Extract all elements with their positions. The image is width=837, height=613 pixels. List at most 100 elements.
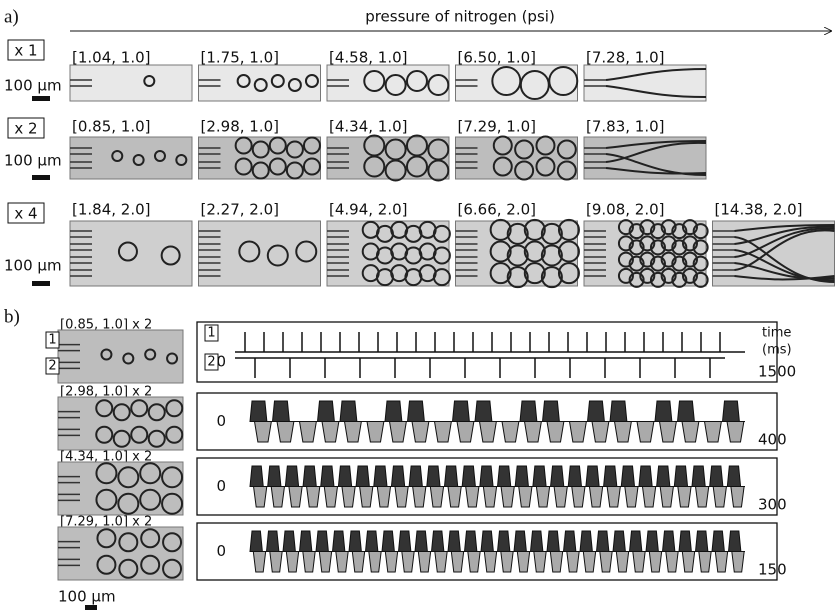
- pulse-down: [592, 422, 609, 443]
- pulse-up: [385, 401, 402, 422]
- pulse-down: [699, 552, 711, 573]
- zero-label: 0: [216, 542, 226, 560]
- micrograph: [199, 221, 321, 286]
- pulse-down: [660, 487, 673, 508]
- channel-label: 1: [207, 326, 215, 341]
- condition-label: [7.29, 1.0]: [458, 118, 537, 136]
- pulse-down: [547, 422, 564, 443]
- pulse-down: [352, 552, 364, 573]
- pulse-up: [338, 466, 351, 487]
- micrograph: [456, 220, 579, 287]
- pulse-down: [583, 552, 595, 573]
- pulse-down: [466, 487, 479, 508]
- pulse-up: [696, 531, 708, 552]
- pulse-up: [729, 531, 741, 552]
- condition-label: [0.85, 1.0]: [72, 118, 151, 136]
- pulse-up: [657, 466, 670, 487]
- axis-label: pressure of nitrogen (psi): [365, 8, 555, 26]
- pulse-down: [385, 552, 397, 573]
- pulse-down: [360, 487, 373, 508]
- scale-bar: [32, 175, 50, 180]
- pulse-up: [462, 466, 475, 487]
- time-span: 300: [758, 496, 787, 514]
- time-unit: (ms): [762, 343, 792, 358]
- pulse-down: [402, 552, 414, 573]
- pulse-down: [451, 552, 463, 573]
- condition-label: [9.08, 2.0]: [586, 201, 665, 219]
- pulse-up: [283, 531, 295, 552]
- condition-label: [4.58, 1.0]: [329, 49, 408, 67]
- pulse-down: [633, 552, 645, 573]
- pulse-up: [498, 531, 510, 552]
- scale-bar: [32, 96, 50, 101]
- pulse-down: [418, 552, 430, 573]
- time-span: 1500: [758, 363, 796, 381]
- pulse-up: [655, 401, 672, 422]
- pulse-down: [713, 487, 726, 508]
- pulse-up: [409, 466, 422, 487]
- condition-label: [4.94, 2.0]: [329, 201, 408, 219]
- pulse-up: [374, 466, 387, 487]
- pulse-up: [399, 531, 411, 552]
- multiplier: x 2: [14, 120, 37, 138]
- pulse-up: [580, 531, 592, 552]
- pulse-down: [430, 487, 443, 508]
- pulse-down: [322, 422, 339, 443]
- multiplier: x 1: [14, 42, 37, 60]
- pulse-up: [710, 466, 723, 487]
- scale-bar: [85, 605, 97, 610]
- pulse-up: [597, 531, 609, 552]
- pulse-up: [674, 466, 687, 487]
- pulse-up: [333, 531, 345, 552]
- pulse-down: [519, 487, 532, 508]
- pulse-up: [630, 531, 642, 552]
- micrograph: [199, 137, 321, 179]
- multiplier: x 4: [14, 205, 37, 223]
- scale-label: 100 μm: [4, 77, 62, 95]
- pulse-down: [570, 422, 587, 443]
- pulse-down: [642, 487, 655, 508]
- channel-label: 1: [48, 333, 56, 348]
- pulse-up: [564, 531, 576, 552]
- pulse-down: [319, 552, 331, 573]
- condition-label: [6.50, 1.0]: [458, 49, 537, 67]
- pulse-down: [678, 487, 691, 508]
- pulse-up: [531, 531, 543, 552]
- pulse-down: [731, 487, 744, 508]
- pulse-up: [303, 466, 316, 487]
- pulse-up: [427, 466, 440, 487]
- micrograph: [58, 462, 183, 515]
- pulse-up: [621, 466, 634, 487]
- pulse-up: [448, 531, 460, 552]
- pulse-down: [345, 422, 362, 443]
- condition-label: [1.75, 1.0]: [201, 49, 280, 67]
- pulse-down: [390, 422, 407, 443]
- time-label: time: [762, 326, 791, 341]
- micrograph-bg: [584, 65, 706, 101]
- pulse-down: [253, 552, 265, 573]
- pulse-down: [324, 487, 337, 508]
- pulse-up: [321, 466, 334, 487]
- pulse-down: [615, 422, 632, 443]
- pulse-up: [533, 466, 546, 487]
- pulse-up: [515, 466, 528, 487]
- pulse-down: [255, 422, 272, 443]
- pulse-up: [568, 466, 581, 487]
- micrograph: [456, 137, 578, 180]
- condition-label: [7.83, 1.0]: [586, 118, 665, 136]
- micrograph: [327, 65, 449, 101]
- pulse-down: [550, 552, 562, 573]
- pulse-down: [270, 552, 282, 573]
- pulse-down: [637, 422, 654, 443]
- pulse-up: [639, 466, 652, 487]
- pulse-down: [715, 552, 727, 573]
- pulse-down: [517, 552, 529, 573]
- pulse-down: [534, 552, 546, 573]
- pulse-down: [682, 422, 699, 443]
- pulse-down: [649, 552, 661, 573]
- pulse-up: [646, 531, 658, 552]
- micrograph: [584, 220, 708, 287]
- pulse-up: [712, 531, 724, 552]
- pulse-down: [435, 552, 447, 573]
- condition-label: [6.66, 2.0]: [458, 201, 537, 219]
